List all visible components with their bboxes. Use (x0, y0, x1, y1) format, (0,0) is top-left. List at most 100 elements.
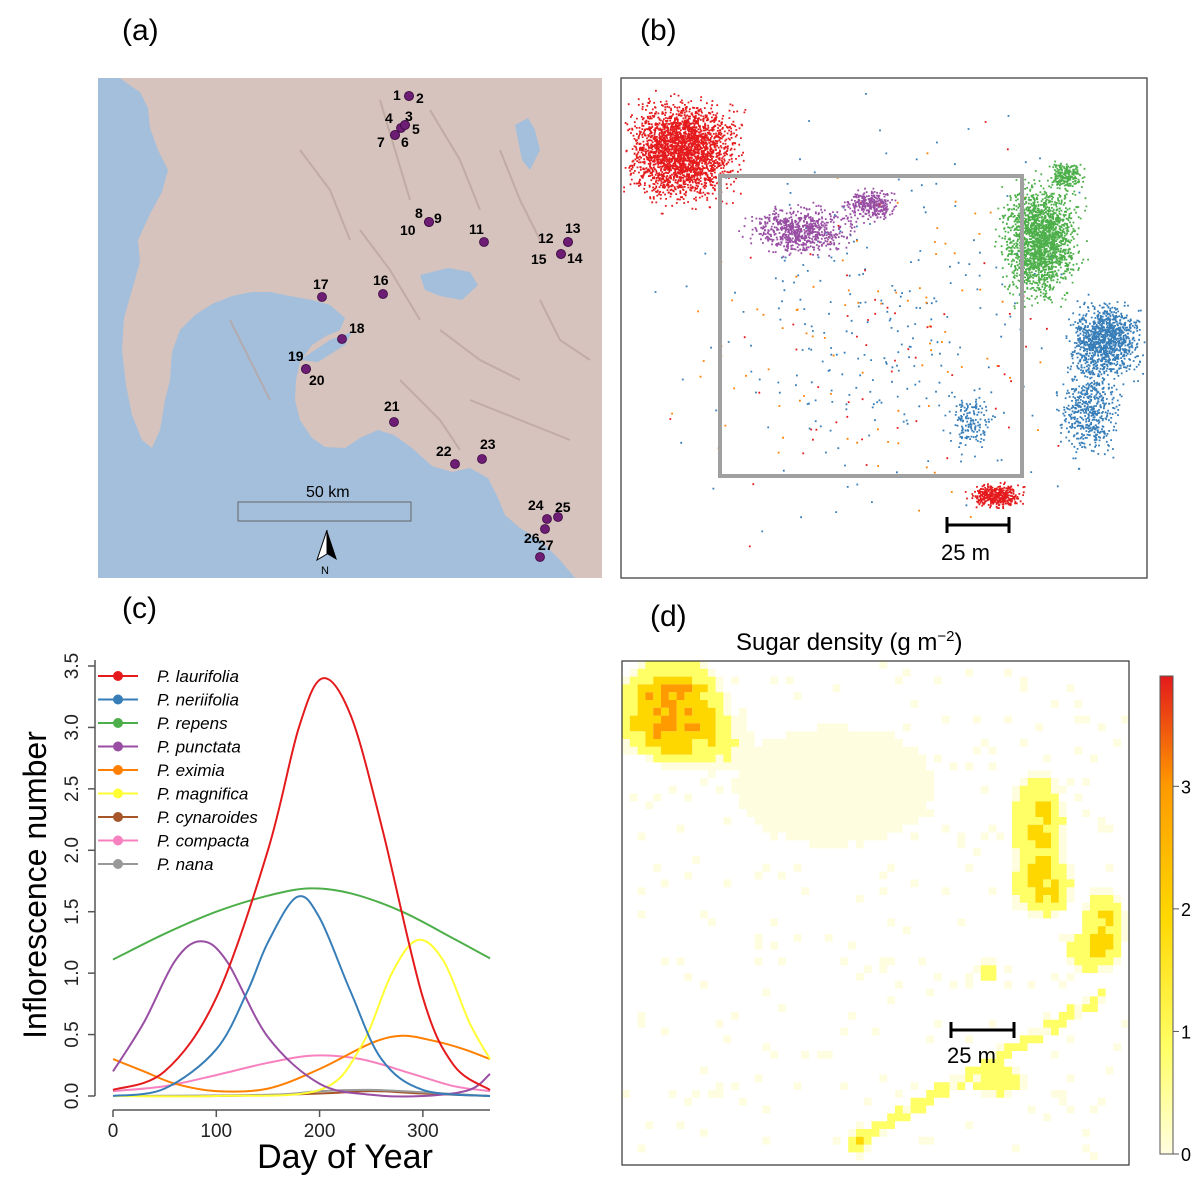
colorbar-tick-label: 0 (1181, 1145, 1191, 1165)
site-label: 8 (415, 205, 423, 221)
site-label: 23 (480, 436, 496, 452)
legend-marker (113, 671, 123, 681)
site-marker (553, 512, 563, 522)
heatmap-cell-group (629, 676, 1114, 1145)
site-label: 18 (349, 320, 365, 336)
legend-marker (113, 694, 123, 705)
legend-label: P. repens (157, 714, 228, 733)
legend-label: P. eximia (157, 761, 225, 780)
x-tick-label: 300 (407, 1121, 439, 1142)
site-marker (424, 217, 434, 227)
series-line (112, 1054, 491, 1093)
legend-label: P. neriifolia (157, 691, 239, 710)
repens-cluster-points (1047, 160, 1086, 193)
site-marker (556, 249, 566, 259)
heatmap-title: Sugar density (g m−2) (736, 628, 963, 656)
map-land (120, 78, 602, 578)
legend-label: P. laurifolia (157, 667, 239, 686)
map-scale-label: 50 km (306, 484, 350, 501)
site-label: 12 (538, 230, 554, 246)
plot-map-scale-label: 25 m (941, 540, 990, 565)
legend-marker (113, 859, 123, 869)
map-relief (229, 99, 591, 451)
site-label: 22 (436, 443, 452, 459)
colorbar-tick-label: 2 (1181, 900, 1191, 920)
heatmap-title-sup: −2 (937, 628, 954, 645)
site-marker (389, 417, 399, 427)
plot-map-panel: 25 m (620, 77, 1148, 579)
site-marker (404, 91, 414, 101)
legend-label: P. cynaroides (157, 808, 258, 827)
site-label: 13 (565, 220, 581, 236)
legend-label: P. magnifica (157, 785, 248, 804)
colorbar-tick-label: 1 (1181, 1022, 1191, 1042)
panel-label-c: (c) (122, 592, 157, 625)
y-ticks: 0.0 0.5 1.0 1.5 2.0 2.5 3.0 3.5 (62, 653, 95, 1109)
y-tick-label: 2.5 (62, 776, 83, 802)
map-lake-1 (515, 118, 540, 170)
site-label: 6 (401, 134, 409, 150)
heatmap-title-close: ) (955, 629, 963, 656)
site-label: 15 (531, 251, 547, 267)
site-marker (378, 289, 388, 299)
series-line (112, 677, 491, 1091)
punctata-cluster-points (840, 187, 897, 224)
panel-label-d: (d) (650, 600, 687, 633)
x-tick-label: 0 (108, 1121, 119, 1142)
neriifolia-cluster-points (1065, 293, 1146, 387)
north-label: N (321, 565, 329, 577)
north-arrow-shade (327, 530, 337, 560)
map-lake-2 (420, 268, 478, 300)
site-marker (563, 237, 573, 247)
colorbar (1159, 675, 1174, 1155)
legend-marker (113, 718, 123, 728)
legend-marker (113, 741, 123, 752)
plot-map-points (623, 89, 1146, 548)
heatmap-frame (621, 660, 1130, 1166)
legend-marker (113, 835, 123, 846)
plot-map-study-area (718, 174, 1024, 478)
y-tick-label: 0.0 (62, 1083, 83, 1109)
site-marker (317, 292, 327, 302)
site-label: 21 (384, 398, 400, 414)
y-tick-label: 1.0 (62, 960, 83, 986)
site-label: 2 (416, 90, 424, 106)
panel-label-a: (a) (122, 14, 159, 47)
punctata-cluster-points (738, 201, 856, 258)
legend-marker (113, 812, 123, 822)
site-marker (477, 454, 487, 464)
y-axis-title: Inflorescence number (17, 731, 53, 1039)
site-marker (390, 130, 400, 140)
heatmap-cell-group (622, 661, 1129, 1161)
x-axis-title: Day of Year (257, 1138, 433, 1176)
site-label: 20 (309, 372, 325, 388)
site-label: 5 (412, 121, 420, 137)
site-label: 14 (567, 250, 583, 266)
site-marker (337, 334, 347, 344)
x-ticks: 0 100 200 300 (108, 1110, 439, 1142)
site-label: 10 (400, 222, 416, 238)
site-marker (479, 237, 489, 247)
x-tick-label: 100 (200, 1121, 232, 1142)
site-marker (540, 524, 550, 534)
site-label: 17 (313, 276, 329, 292)
site-marker (450, 459, 460, 469)
site-label: 26 (524, 530, 540, 546)
series-line (112, 887, 491, 961)
site-label: 1 (393, 87, 401, 103)
series-line (112, 940, 491, 1098)
legend-label: P. punctata (157, 738, 241, 757)
site-label: 7 (377, 134, 385, 150)
y-tick-label: 1.5 (62, 899, 83, 925)
site-label: 25 (555, 499, 571, 515)
heatmap-panel: 25 m 0 1 2 3 (621, 660, 1191, 1166)
heatmap-cells (622, 661, 1129, 1161)
site-marker (542, 514, 552, 524)
site-marker (301, 364, 311, 374)
heatmap-cell-group (645, 684, 700, 739)
site-marker (400, 120, 410, 130)
legend: P. laurifolia P. neriifolia P. repens P. pu… (98, 667, 258, 874)
site-label: 16 (373, 272, 389, 288)
